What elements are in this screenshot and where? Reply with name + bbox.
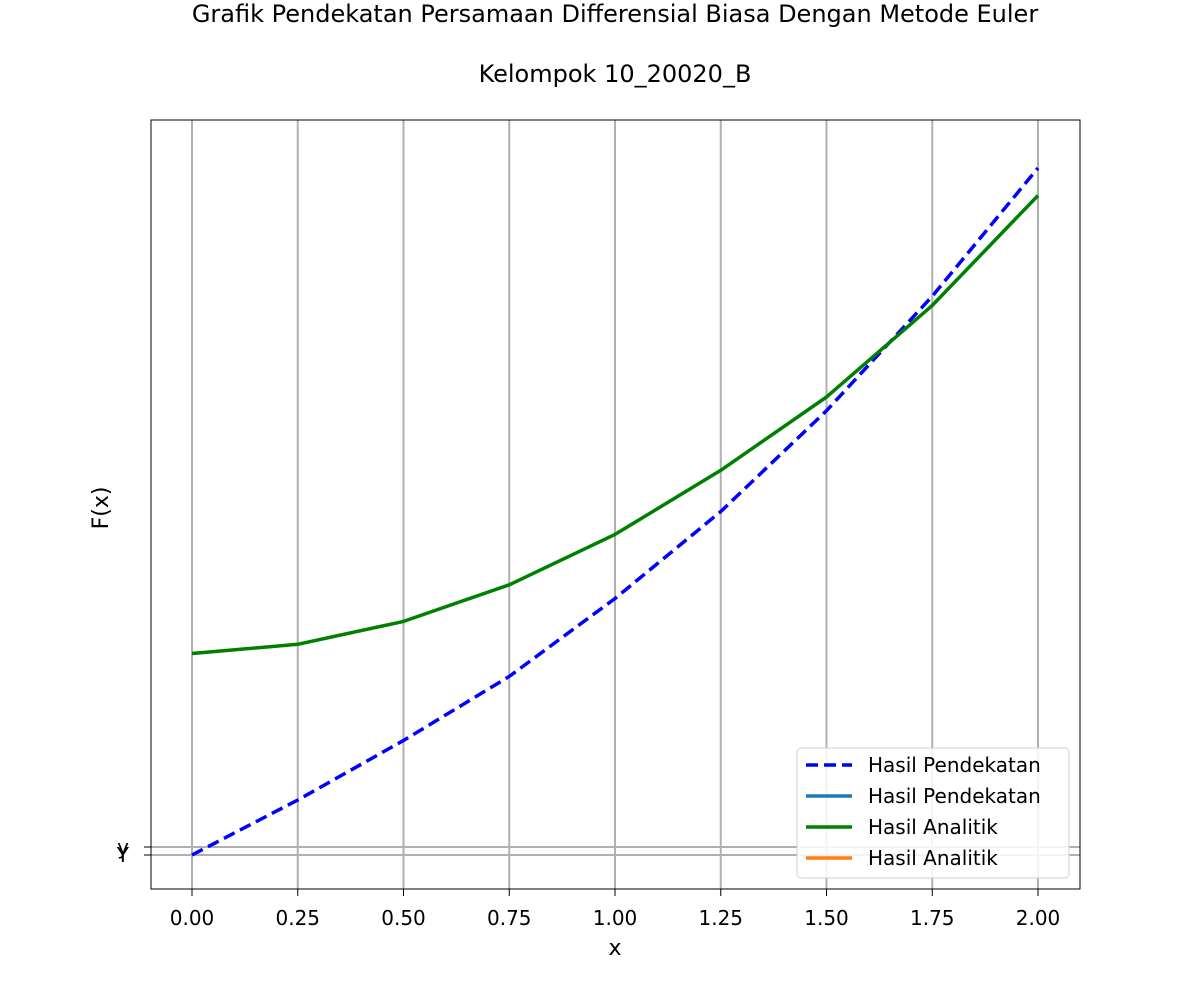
y-tick-label: Y (116, 843, 130, 867)
series-group (191, 166, 1040, 857)
x-tick-label: 0.00 (170, 906, 215, 930)
x-tick-label: 1.00 (593, 906, 638, 930)
x-tick-label: 0.75 (487, 906, 532, 930)
legend-label-1: Hasil Pendekatan (868, 784, 1041, 808)
chart-subtitle: Kelompok 10_20020_B (479, 60, 752, 88)
legend-box (796, 747, 1070, 879)
x-axis-ticks: 0.00 0.25 0.50 0.75 1.00 1.25 1.50 1.75 2.00 (170, 889, 1061, 930)
y-axis-ticks: yY (116, 835, 151, 867)
x-tick-label: 1.25 (698, 906, 743, 930)
x-axis-label: x (608, 936, 621, 961)
x-tick-label: 1.75 (910, 906, 955, 930)
x-tick-label: 0.50 (381, 906, 426, 930)
legend: Hasil Pendekatan Hasil Pendekatan Hasil An… (796, 747, 1070, 879)
chart-title: Grafik Pendekatan Persamaan Differensial… (192, 0, 1039, 28)
x-tick-label: 1.50 (804, 906, 849, 930)
x-tick-label: 2.00 (1016, 906, 1061, 930)
y-axis-label: F(x) (89, 487, 114, 530)
series-line-2 (191, 194, 1040, 656)
legend-label-2: Hasil Analitik (868, 815, 998, 839)
y-tick-label: y (117, 835, 129, 859)
x-tick-label: 0.25 (275, 906, 320, 930)
legend-label-0: Hasil Pendekatan (868, 753, 1041, 777)
legend-label-3: Hasil Analitik (868, 846, 998, 870)
